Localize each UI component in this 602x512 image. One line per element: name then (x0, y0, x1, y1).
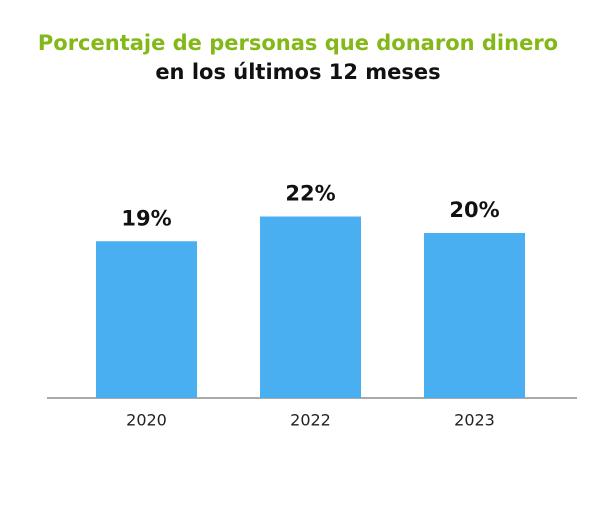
value-label: 19% (121, 206, 171, 230)
value-label: 20% (449, 198, 499, 222)
x-tick-label: 2020 (126, 411, 167, 430)
chart-title: Porcentaje de personas que donaron diner… (38, 31, 558, 55)
chart-subtitle: en los últimos 12 meses (155, 60, 440, 84)
bar (260, 216, 361, 398)
value-label: 22% (285, 182, 335, 206)
x-tick-label: 2023 (454, 411, 495, 430)
bar (424, 233, 525, 398)
x-tick-label: 2022 (290, 411, 331, 430)
bar (96, 241, 197, 398)
